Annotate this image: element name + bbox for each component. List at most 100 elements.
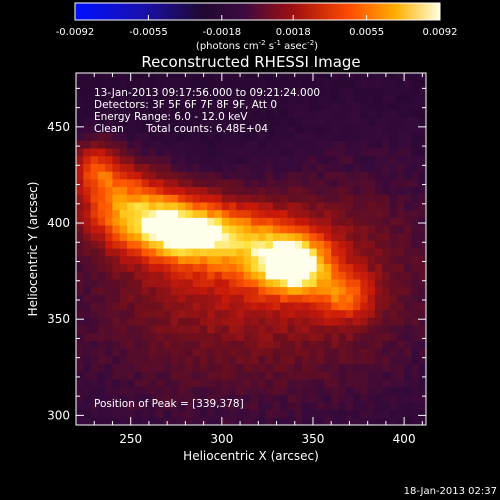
heatmap-cell xyxy=(76,317,84,326)
heatmap-cell xyxy=(287,286,296,295)
heatmap-cell xyxy=(389,86,398,95)
heatmap-cell xyxy=(119,248,128,257)
heatmap-cell xyxy=(411,309,420,318)
heatmap-cell xyxy=(112,73,121,80)
heatmap-cell xyxy=(331,132,340,141)
heatmap-cell xyxy=(258,386,267,395)
heatmap-cell xyxy=(367,240,376,249)
heatmap-cell xyxy=(345,348,354,357)
heatmap-cell xyxy=(119,317,128,326)
heatmap-cell xyxy=(148,417,157,425)
heatmap-cell xyxy=(345,124,354,134)
heatmap-cell xyxy=(294,294,303,303)
heatmap-cell xyxy=(243,224,252,234)
heatmap-cell xyxy=(185,340,194,349)
heatmap-cell xyxy=(396,171,405,180)
heatmap-cell xyxy=(192,94,201,103)
heatmap-cell xyxy=(207,232,216,241)
heatmap-cell xyxy=(396,378,405,388)
heatmap-cell xyxy=(280,155,289,164)
heatmap-cell xyxy=(302,386,310,395)
heatmap-cell xyxy=(382,324,391,334)
heatmap-cell xyxy=(170,163,179,172)
heatmap-cell xyxy=(178,409,186,418)
heatmap-cell xyxy=(251,194,259,203)
colorbar-unit-label: (photons cm-2 s-1 asec-2) xyxy=(196,39,318,52)
heatmap-cell xyxy=(251,263,259,272)
heatmap-cell xyxy=(389,94,398,103)
heatmap-cell xyxy=(345,101,354,111)
heatmap-cell xyxy=(105,378,114,388)
heatmap-cell xyxy=(258,178,267,188)
heatmap-cell xyxy=(338,217,347,226)
heatmap-cell xyxy=(338,294,347,303)
heatmap-cell xyxy=(83,132,92,141)
heatmap-cell xyxy=(243,363,252,372)
heatmap-cell xyxy=(389,355,398,365)
heatmap-cell xyxy=(127,194,135,203)
heatmap-cell xyxy=(418,309,426,318)
heatmap-cell xyxy=(112,194,121,203)
heatmap-cell xyxy=(338,332,347,341)
heatmap-cell xyxy=(178,171,186,180)
heatmap-cell xyxy=(411,171,420,180)
heatmap-cell xyxy=(243,394,252,403)
heatmap-cell xyxy=(97,386,106,395)
heatmap-cell xyxy=(163,394,172,403)
heatmap-cell xyxy=(316,101,325,111)
heatmap-cell xyxy=(353,73,361,80)
heatmap-cell xyxy=(163,201,172,211)
heatmap-cell xyxy=(265,94,274,103)
heatmap-cell xyxy=(309,186,318,195)
heatmap-cell xyxy=(192,371,201,380)
heatmap-cell xyxy=(185,124,194,134)
heatmap-cell xyxy=(207,217,216,226)
heatmap-cell xyxy=(221,186,230,195)
heatmap-cell xyxy=(119,255,128,265)
heatmap-cell xyxy=(353,340,361,349)
heatmap-cell xyxy=(345,109,354,118)
heatmap-cell xyxy=(199,171,208,180)
heatmap-cell xyxy=(251,148,259,157)
heatmap-cell xyxy=(156,240,165,249)
heatmap-cell xyxy=(323,155,332,164)
heatmap-cell xyxy=(353,371,361,380)
heatmap-cell xyxy=(360,117,369,126)
annotation-detectors: Detectors: 3F 5F 6F 7F 8F 9F, Att 0 xyxy=(94,99,277,111)
heatmap-cell xyxy=(170,263,179,272)
heatmap-cell xyxy=(367,117,376,126)
heatmap-cell xyxy=(367,171,376,180)
heatmap-cell xyxy=(287,401,296,411)
heatmap-cell xyxy=(316,209,325,218)
heatmap-cell xyxy=(272,186,281,195)
heatmap-cell xyxy=(214,171,223,180)
heatmap-cell xyxy=(389,317,398,326)
heatmap-cell xyxy=(112,394,121,403)
heatmap-cell xyxy=(199,378,208,388)
heatmap-cell xyxy=(229,332,238,341)
heatmap-cell xyxy=(112,401,121,411)
heatmap-cell xyxy=(192,78,201,88)
heatmap-cell xyxy=(141,355,150,365)
heatmap-cell xyxy=(360,217,369,226)
heatmap-cell xyxy=(272,332,281,341)
heatmap-cell xyxy=(323,101,332,111)
heatmap-cell xyxy=(367,224,376,234)
heatmap-cell xyxy=(148,94,157,103)
heatmap-cell xyxy=(97,309,106,318)
heatmap-cell xyxy=(374,171,383,180)
heatmap-cell xyxy=(280,294,289,303)
heatmap-cell xyxy=(221,209,230,218)
heatmap-cell xyxy=(97,178,106,188)
heatmap-cell xyxy=(112,124,121,134)
heatmap-cell xyxy=(404,73,413,80)
heatmap-cell xyxy=(76,94,84,103)
heatmap-cell xyxy=(185,409,194,418)
heatmap-cell xyxy=(258,309,267,318)
heatmap-cell xyxy=(367,348,376,357)
heatmap-cell xyxy=(258,255,267,265)
heatmap-cell xyxy=(309,348,318,357)
heatmap-cell xyxy=(90,155,99,164)
heatmap-cell xyxy=(382,163,391,172)
heatmap-cell xyxy=(287,186,296,195)
